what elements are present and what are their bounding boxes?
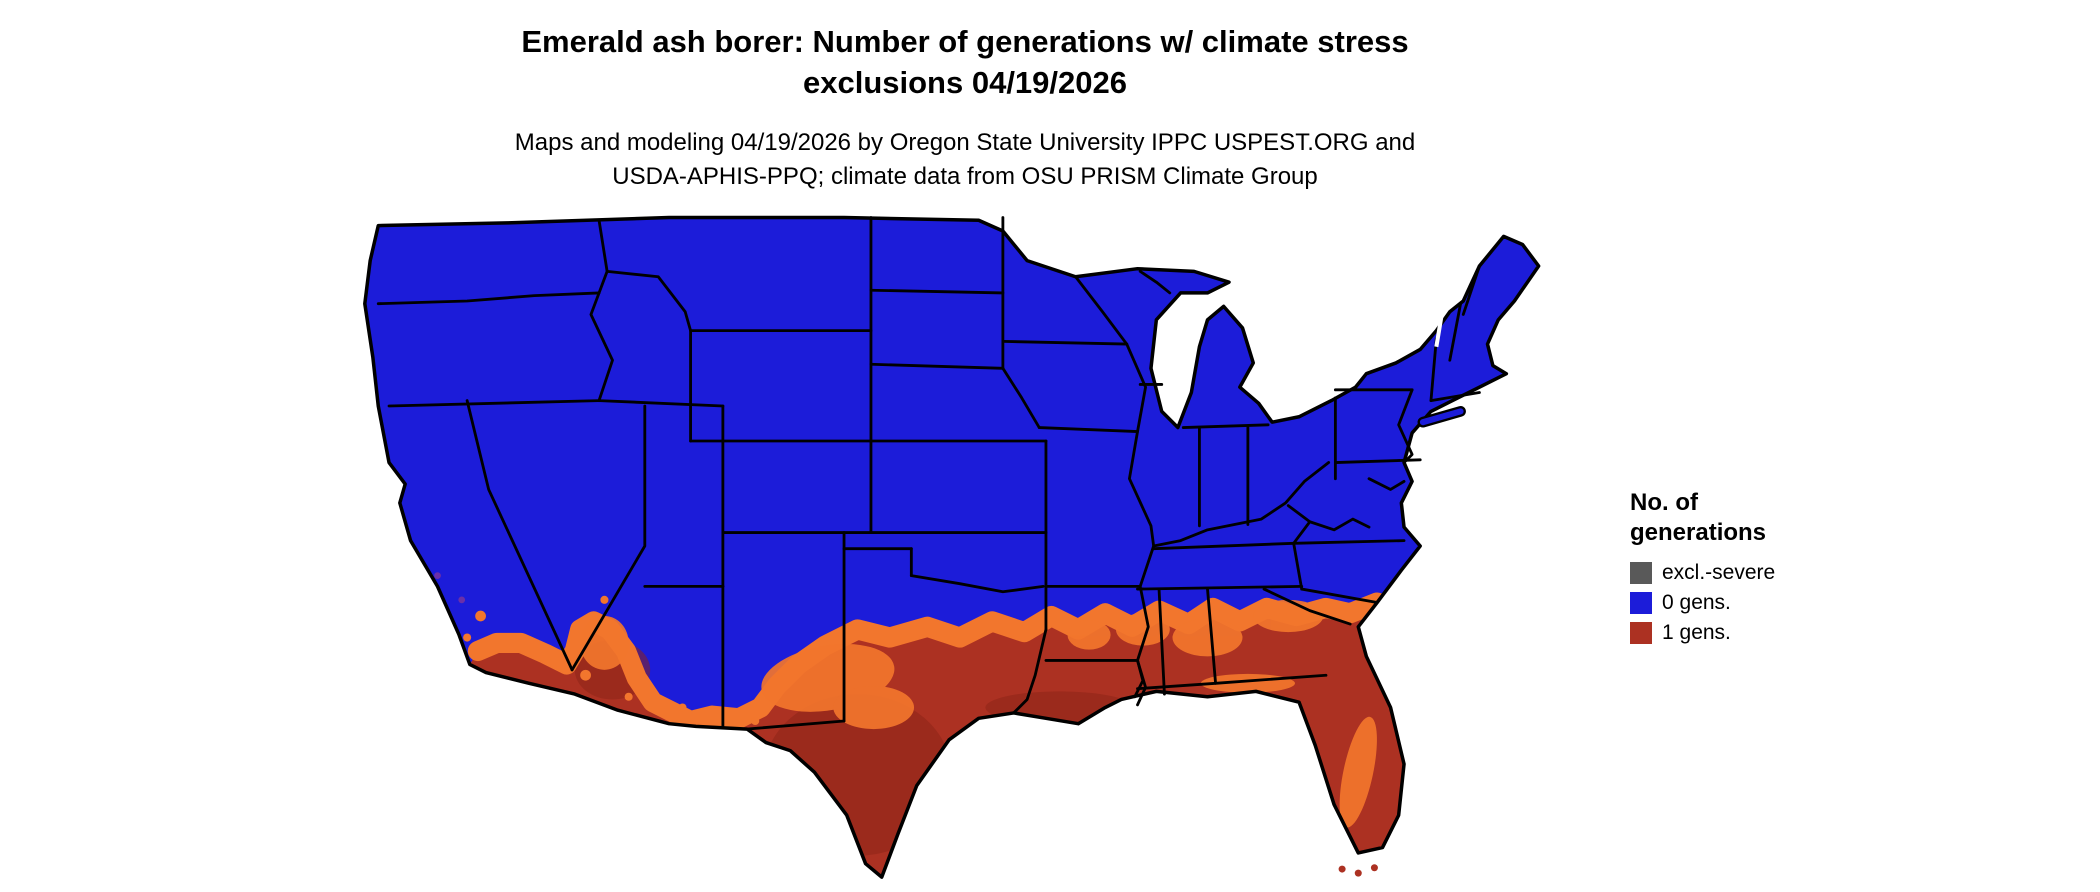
orange-blob-south-carolina [1253,599,1324,633]
state-border-line [1001,366,1041,429]
page-title-line2: exclusions 04/19/2026 [802,64,1127,100]
speckle [475,610,486,622]
page-subtitle-line1: Maps and modeling 04/19/2026 by Oregon S… [514,128,1416,156]
state-border-line [1300,587,1379,604]
state-border-line [1308,517,1371,532]
legend-label-zero-gens: 0 gens. [1662,591,1731,615]
state-border-line [597,399,725,408]
legend-item-excl-severe: excl.-severe [1630,560,1890,585]
state-borders [376,216,1481,731]
state-border-line [1037,426,1139,433]
orange-blob-georgia [1172,618,1243,657]
state-border-line [1138,269,1172,295]
long-island-fill [1419,408,1464,426]
page-title-line1: Emerald ash borer: Number of generations… [521,24,1409,59]
state-border-line [570,404,647,672]
orange-blob-central-florida [1339,716,1377,828]
state-border-line [1074,275,1129,346]
legend-title-line1: No. of [1630,489,1698,516]
orange-blob-arizona [580,616,629,670]
page-title: Emerald ash borer: Number of generations… [0,22,1930,104]
legend-swatch-excl-severe [1630,561,1652,584]
state-border-line [376,291,601,306]
state-border-line [869,362,1005,370]
legend-label-excl-severe: excl.-severe [1662,561,1776,584]
state-border-line [1262,587,1352,626]
state-border-line [1152,541,1296,551]
legend-title-line2: generations [1630,519,1767,546]
orange-blob-central-texas [833,686,915,730]
lake-champlain [1434,314,1444,348]
state-border-line [1429,337,1438,403]
key-dot [1370,864,1378,872]
state-border-line [589,218,614,403]
state-border-line [745,719,846,731]
state-border-line [1292,541,1304,591]
state-border-line [1133,659,1145,699]
speckle [624,692,633,701]
state-border-line [1206,587,1217,685]
legend-label-one-gen: 1 gens. [1662,621,1731,645]
speckle [751,716,760,726]
speckle [463,633,472,642]
key-dot [1354,869,1362,877]
state-border-line [1367,477,1406,491]
legend-swatch-zero-gens [1630,591,1652,614]
map-legend: No. of generations excl.-severe 0 gens. … [1630,488,1890,651]
heading-block: Emerald ash borer: Number of generations… [0,22,1930,194]
page-subtitle: Maps and modeling 04/19/2026 by Oregon S… [0,126,1930,194]
legend-title: No. of generations [1630,488,1890,548]
us-generations-map [290,196,1600,892]
state-border-line [1136,584,1304,591]
transition-band [467,592,1388,732]
state-border-line [1157,587,1166,696]
florida-keys [1338,864,1378,877]
state-border-line [1136,673,1328,691]
transition-speckles [434,572,760,726]
legend-item-one-gen: 1 gens. [1630,620,1890,645]
legend-item-zero-gens: 0 gens. [1630,590,1890,615]
page-subtitle-line2: USDA-APHIS-PPQ; climate data from OSU PR… [612,162,1318,190]
speckle [600,595,609,604]
speckle [580,669,591,681]
state-border-line [1429,391,1481,403]
us-outline [363,215,1541,879]
state-border-line [387,399,601,408]
speckle-purple [434,572,441,579]
long-island [1417,406,1466,428]
speckle [678,703,687,712]
state-border-line [1397,388,1414,464]
state-border-line [1001,339,1129,346]
state-border-line [465,399,574,672]
transition-blobs [580,599,1377,828]
orange-blob-alabama [1115,613,1170,646]
us-map-svg [363,215,1541,879]
state-border-line [1448,302,1462,362]
state-border-line [605,269,692,333]
state-border-line [1012,628,1048,715]
orange-blob-mississippi [1067,620,1111,650]
speckle-purple [458,596,466,604]
state-border-line [1181,423,1270,429]
key-dot [1338,865,1346,873]
state-border-line [1292,539,1406,545]
state-border-line [869,288,1005,295]
state-border-line [909,574,1045,594]
legend-swatch-one-gen [1630,621,1652,644]
